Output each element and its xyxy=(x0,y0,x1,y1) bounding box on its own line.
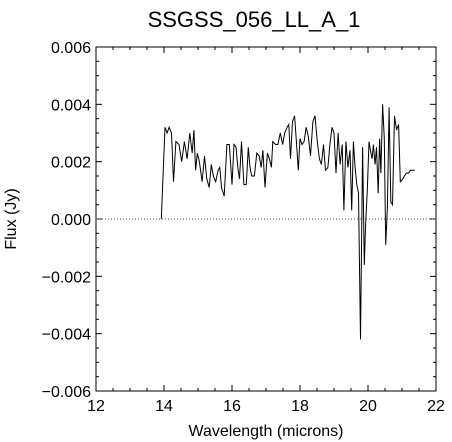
x-tick-label: 20 xyxy=(359,398,377,415)
x-tick-label: 22 xyxy=(427,398,445,415)
x-tick-label: 14 xyxy=(155,398,173,415)
x-tick-label: 16 xyxy=(223,398,241,415)
y-axis: −0.006 −0.004 −0.002 0.000 0.002 0.004 0.006 xyxy=(42,40,436,401)
y-tick-label: 0.000 xyxy=(51,212,91,229)
y-tick-label: −0.006 xyxy=(42,384,91,401)
chart-title: SSGSS_056_LL_A_1 xyxy=(148,7,361,32)
x-tick-label: 18 xyxy=(291,398,309,415)
y-tick-label: 0.004 xyxy=(51,97,91,114)
series-line xyxy=(160,104,415,340)
x-tick-label: 12 xyxy=(87,398,105,415)
x-axis-label: Wavelength (microns) xyxy=(188,423,343,440)
y-tick-label: 0.002 xyxy=(51,155,91,172)
y-tick-label: −0.004 xyxy=(42,327,91,344)
x-axis: 12 14 16 18 20 22 xyxy=(87,47,445,415)
y-tick-label: 0.006 xyxy=(51,40,91,57)
y-tick-label: −0.002 xyxy=(42,269,91,286)
y-axis-label: Flux (Jy) xyxy=(3,188,20,249)
